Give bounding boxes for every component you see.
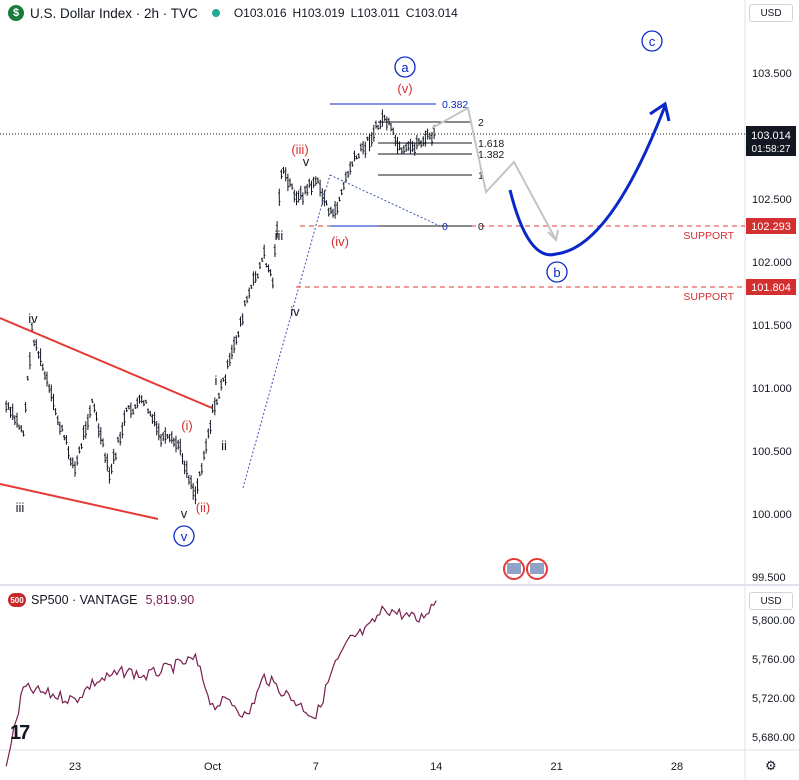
price-tick-label: 103.500 xyxy=(752,68,792,80)
price-tick-label: 101.000 xyxy=(752,383,792,395)
sp500-price-axis[interactable]: 5,800.00 5,760.00 5,720.00 5,680.00 xyxy=(752,615,795,744)
time-tick-label: Oct xyxy=(204,761,221,773)
fib-label-0382: 0.382 xyxy=(442,99,468,111)
close-label: C xyxy=(405,6,415,20)
wave-label: (iii) xyxy=(291,142,308,157)
fib-label-1618: 1.618 xyxy=(478,138,504,150)
wave-labels: iv iii v v (i) (ii) i ii iii iv v (iii) … xyxy=(16,30,663,547)
last-price-tag xyxy=(746,126,796,156)
time-tick-label: 14 xyxy=(430,761,442,773)
wave-label: (i) xyxy=(181,418,193,433)
wave-label: iii xyxy=(16,500,25,515)
price-tick-label: 99.500 xyxy=(752,572,786,584)
time-tick-label: 7 xyxy=(313,761,319,773)
wave-label: v xyxy=(181,529,188,544)
fib-label-0-blue: 0 xyxy=(442,221,448,233)
price-tick-label: 102.000 xyxy=(752,257,792,269)
support-label-2: SUPPORT xyxy=(683,291,734,303)
fib-label-1382: 1.382 xyxy=(478,149,504,161)
ohlc-open: O103.016 xyxy=(234,6,287,20)
dxy-price-pane[interactable] xyxy=(5,109,436,505)
time-tick-label: 28 xyxy=(671,761,683,773)
wave-label: v xyxy=(181,506,188,521)
wave-label: i xyxy=(215,373,218,388)
open-label: O xyxy=(233,6,244,20)
time-tick-label: 21 xyxy=(550,761,562,773)
open-value: 103.016 xyxy=(243,6,287,20)
tradingview-logo-icon[interactable]: 17 xyxy=(10,722,30,744)
us-flag-icon xyxy=(530,563,544,574)
market-status-icon xyxy=(211,9,220,17)
symbol-title[interactable]: U.S. Dollar Index · 2h · TVC xyxy=(30,5,198,21)
wave-c-arrowhead xyxy=(649,101,671,122)
lower-wedge-trendline xyxy=(0,483,159,520)
wave-circle xyxy=(173,525,195,547)
bar-countdown: 01:58:27 xyxy=(752,144,791,155)
sp500-title[interactable]: SP500 · VANTAGE xyxy=(31,593,138,607)
time-tick-label: 23 xyxy=(69,761,81,773)
wave-label: a xyxy=(401,60,409,75)
sp500-value: 5,819.90 xyxy=(145,593,195,607)
price-tick-label: 102.500 xyxy=(752,194,792,206)
support-price-tag-1 xyxy=(746,218,796,234)
sp500-header: 500 SP500 · VANTAGE 5,819.90 xyxy=(8,592,194,608)
projection-path xyxy=(431,106,557,241)
wave-label: (v) xyxy=(397,81,412,96)
fib-label-1: 1 xyxy=(478,170,484,182)
time-axis[interactable]: 23 Oct 7 14 21 28 xyxy=(69,761,683,773)
support-price-2: 101.804 xyxy=(751,282,791,294)
wave-label: b xyxy=(553,265,560,280)
wave-projection-line xyxy=(329,174,441,227)
last-price-value: 103.014 xyxy=(751,130,791,142)
sp500-currency-button[interactable]: USD xyxy=(749,592,793,610)
settings-gear-icon[interactable]: ⚙ xyxy=(765,758,777,773)
wave-circle xyxy=(641,30,663,52)
upper-wedge-trendline xyxy=(0,317,213,409)
us-flag-icon xyxy=(507,563,521,574)
sp500-tick-label: 5,680.00 xyxy=(752,732,795,744)
wave-label: (ii) xyxy=(196,500,210,515)
wave-circle xyxy=(546,261,568,283)
wave-circle xyxy=(394,56,416,78)
wave-label: v xyxy=(303,154,310,169)
price-tick-label: 100.500 xyxy=(752,446,792,458)
wave-label: iii xyxy=(275,228,284,243)
currency-button[interactable]: USD xyxy=(749,4,793,22)
price-tick-label: 101.500 xyxy=(752,320,792,332)
fib-label-2: 2 xyxy=(478,117,484,129)
sp500-tick-label: 5,800.00 xyxy=(752,615,795,627)
wave-label: ii xyxy=(221,438,227,453)
wave-label: (iv) xyxy=(331,234,349,249)
sp500-tick-label: 5,720.00 xyxy=(752,693,795,705)
event-flags[interactable] xyxy=(503,558,548,580)
support-price-tag-2 xyxy=(746,279,796,295)
sp500-tick-label: 5,760.00 xyxy=(752,654,795,666)
low-value: 103.011 xyxy=(357,6,400,20)
price-axis[interactable]: 103.500 102.500 102.000 101.500 101.000 100.5… xyxy=(752,68,792,584)
wave-label: iv xyxy=(28,311,38,326)
dollar-logo-icon: $ xyxy=(8,5,24,21)
low-label: L xyxy=(350,6,358,20)
fib-label-0: 0 xyxy=(478,221,484,233)
close-value: 103.014 xyxy=(414,6,458,20)
ohlc-low: L103.011 xyxy=(351,6,400,20)
wave-c-projection-curve xyxy=(508,105,667,257)
projection-arrowhead xyxy=(547,229,559,243)
support-price-1: 102.293 xyxy=(751,221,791,233)
sp500-line xyxy=(5,600,437,767)
high-label: H xyxy=(292,6,302,20)
sp500-logo-icon: 500 xyxy=(8,593,26,607)
wave-label: iv xyxy=(290,304,300,319)
high-value: 103.019 xyxy=(301,6,345,20)
symbol-header: $ U.S. Dollar Index · 2h · TVC O103.016 … xyxy=(8,4,464,22)
sp500-pane[interactable] xyxy=(5,600,437,767)
price-tick-label: 100.000 xyxy=(752,509,792,521)
support-label-1: SUPPORT xyxy=(683,230,734,242)
wave-label: c xyxy=(649,34,656,49)
ohlc-high: H103.019 xyxy=(293,6,345,20)
ohlc-close: C103.014 xyxy=(406,6,458,20)
